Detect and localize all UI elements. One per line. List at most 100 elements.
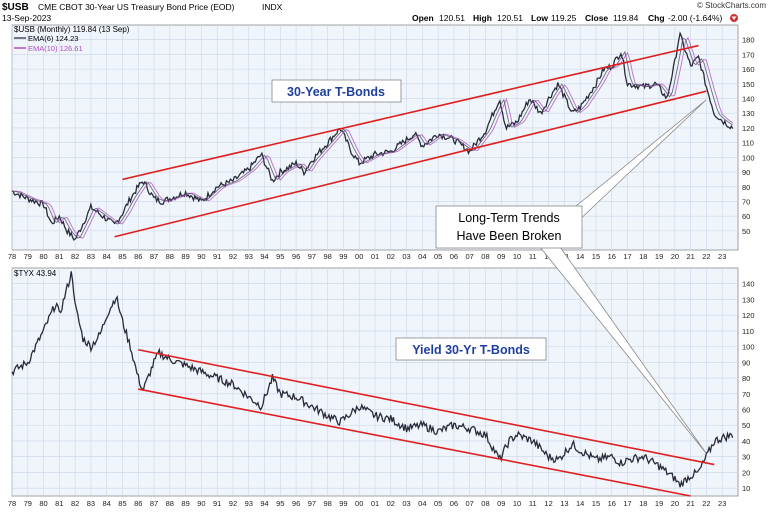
- price-x-tick-label: 88: [166, 252, 174, 261]
- price-x-tick-label: 01: [371, 252, 379, 261]
- yield-x-axis: 78 79 80 81 82 83 84 85 86 87 88 89 90 91 92 93 94 95 96 97…: [8, 499, 727, 508]
- price-y-tick-label: 80: [742, 183, 750, 192]
- price-y-tick-label: 50: [742, 227, 750, 236]
- price-x-tick-label: 83: [87, 252, 95, 261]
- header-bar: [0, 0, 768, 24]
- yield-trendline-upper: [138, 348, 715, 466]
- price-x-tick-label: 80: [39, 252, 47, 261]
- yield-x-tick-label: 16: [608, 499, 616, 508]
- yield-y-tick-label: 60: [742, 406, 750, 415]
- yield-x-tick-label: 97: [308, 499, 316, 508]
- price-y-tick-label: 140: [742, 95, 755, 104]
- watermark: © StockCharts.com: [697, 1, 766, 10]
- header-description: CME CBOT 30-Year US Treasury Bond Price …: [38, 2, 235, 12]
- price-y-tick-label: 150: [742, 80, 755, 89]
- price-x-tick-label: 87: [150, 252, 158, 261]
- yield-x-tick-label: 92: [229, 499, 237, 508]
- yield-x-tick-label: 07: [466, 499, 474, 508]
- yield-x-tick-label: 08: [481, 499, 489, 508]
- close-label: Close: [585, 13, 608, 23]
- price-x-tick-label: 09: [497, 252, 505, 261]
- chg-value: -2.00 (-1.64%): [668, 13, 722, 23]
- price-trendline-lower: [114, 90, 707, 238]
- arrow-down-icon: [730, 14, 738, 22]
- yield-annotation-box: [395, 337, 547, 361]
- price-x-tick-label: 98: [323, 252, 331, 261]
- price-x-tick-label: 90: [197, 252, 205, 261]
- price-x-axis: 78 79 80 81 82 83 84 85 86 87 88 89 90 91 92 93 94 95 96 97…: [8, 252, 727, 261]
- yield-x-tick-label: 95: [276, 499, 284, 508]
- price-x-tick-label: 84: [103, 252, 111, 261]
- open-value: 120.51: [439, 13, 465, 23]
- price-x-tick-label: 20: [671, 252, 679, 261]
- yield-x-tick-label: 06: [450, 499, 458, 508]
- yield-x-tick-label: 18: [639, 499, 647, 508]
- price-x-tick-label: 97: [308, 252, 316, 261]
- yield-y-tick-label: 110: [742, 327, 754, 336]
- yield-x-tick-label: 13: [560, 499, 568, 508]
- yield-y-tick-label: 30: [742, 453, 750, 462]
- yield-trendline-lower: [138, 388, 691, 497]
- yield-x-tick-label: 19: [655, 499, 663, 508]
- yield-x-tick-label: 20: [671, 499, 679, 508]
- price-series-label: $USB (Monthly) 119.84 (13 Sep): [14, 25, 130, 34]
- price-annotation: 30-Year T-Bonds: [287, 85, 385, 99]
- price-x-tick-label: 85: [118, 252, 126, 261]
- yield-x-tick-label: 10: [513, 499, 521, 508]
- price-x-tick-label: 06: [450, 252, 458, 261]
- callout-line-2: Have Been Broken: [457, 229, 562, 243]
- yield-x-tick-label: 05: [434, 499, 442, 508]
- yield-y-tick-label: 90: [742, 358, 750, 367]
- yield-x-tick-label: 90: [197, 499, 205, 508]
- open-label: Open: [412, 13, 434, 23]
- price-x-tick-label: 23: [718, 252, 726, 261]
- price-x-tick-label: 16: [608, 252, 616, 261]
- yield-y-tick-label: 100: [742, 343, 755, 352]
- yield-y-tick-label: 50: [742, 421, 750, 430]
- yield-x-tick-label: 84: [103, 499, 111, 508]
- yield-x-tick-label: 93: [245, 499, 253, 508]
- yield-x-tick-label: 83: [87, 499, 95, 508]
- price-x-tick-label: 00: [355, 252, 363, 261]
- price-y-tick-label: 170: [742, 50, 755, 59]
- price-x-tick-label: 93: [245, 252, 253, 261]
- yield-y-tick-label: 140: [742, 280, 755, 289]
- yield-x-tick-label: 86: [134, 499, 142, 508]
- ema10-legend: EMA(10) 126.61: [28, 44, 83, 53]
- price-y-tick-label: 70: [742, 197, 750, 206]
- yield-x-tick-label: 80: [39, 499, 47, 508]
- low-value: 119.25: [551, 13, 577, 23]
- yield-x-tick-label: 14: [576, 499, 584, 508]
- price-x-tick-label: 21: [686, 252, 694, 261]
- callout-line-1: Long-Term Trends: [458, 211, 559, 225]
- yield-y-tick-label: 130: [742, 295, 755, 304]
- price-x-tick-label: 03: [402, 252, 410, 261]
- yield-x-tick-label: 17: [623, 499, 631, 508]
- price-y-tick-label: 60: [742, 212, 750, 221]
- price-y-tick-label: 160: [742, 65, 755, 74]
- high-label: High: [473, 13, 492, 23]
- yield-x-tick-label: 82: [71, 499, 79, 508]
- price-x-tick-label: 07: [466, 252, 474, 261]
- yield-x-tick-label: 98: [323, 499, 331, 508]
- price-annotation-box: [271, 79, 402, 103]
- yield-x-tick-label: 94: [260, 499, 268, 508]
- price-y-tick-label: 130: [742, 109, 755, 118]
- price-panel: 50 60 70 80 90 100 110 120 130 140 150 160 170 180: [11, 24, 755, 251]
- price-x-tick-label: 94: [260, 252, 268, 261]
- header-exchange: INDX: [262, 2, 283, 12]
- price-x-tick-label: 14: [576, 252, 584, 261]
- price-trendline-upper: [122, 44, 699, 181]
- yield-x-tick-label: 09: [497, 499, 505, 508]
- yield-x-tick-label: 85: [118, 499, 126, 508]
- price-x-tick-label: 08: [481, 252, 489, 261]
- yield-x-tick-label: 78: [8, 499, 16, 508]
- price-x-tick-label: 91: [213, 252, 221, 261]
- price-y-tick-label: 120: [742, 124, 755, 133]
- yield-x-tick-label: 21: [686, 499, 694, 508]
- high-value: 120.51: [497, 13, 523, 23]
- yield-x-tick-label: 03: [402, 499, 410, 508]
- header-symbol: $USB: [2, 2, 29, 13]
- yield-x-tick-label: 23: [718, 499, 726, 508]
